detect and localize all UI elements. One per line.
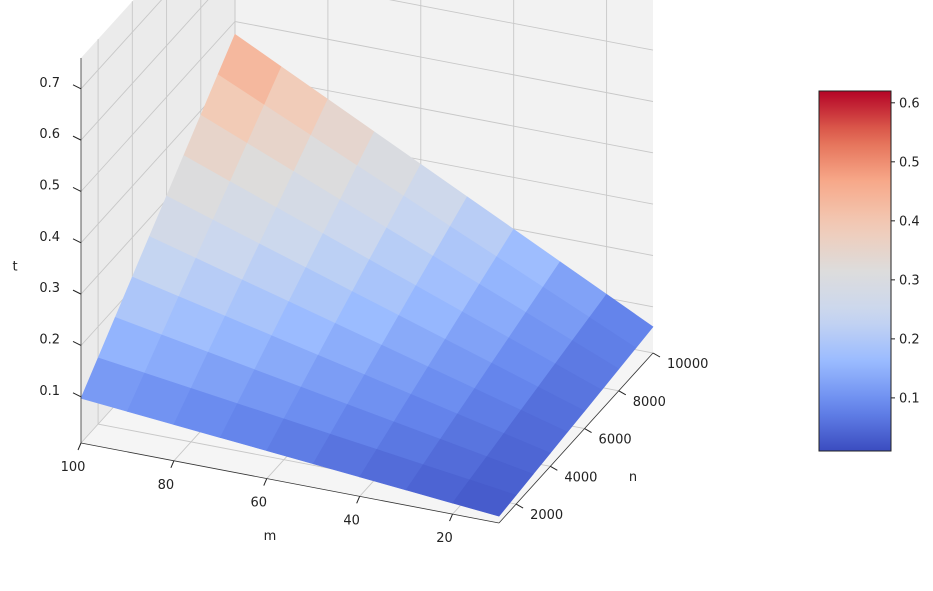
n-tick-label: 2000 bbox=[530, 508, 563, 523]
colorbar-gradient bbox=[818, 90, 892, 452]
t-tick bbox=[72, 238, 82, 244]
m-tick bbox=[449, 513, 454, 522]
t-tick-label: 0.7 bbox=[39, 76, 60, 91]
m-tick bbox=[263, 478, 268, 486]
m-tick bbox=[170, 460, 175, 468]
axes: 2000 4000 6000 8000 10000 n 20 40 60 80 100 m 0.1 0.2… bbox=[12, 58, 708, 546]
colorbar-tick-label: 0.1 bbox=[899, 391, 920, 406]
colorbar-tick-label: 0.6 bbox=[899, 96, 920, 111]
t-tick bbox=[72, 187, 82, 192]
colorbar-tick-label: 0.5 bbox=[899, 155, 920, 170]
m-tick-label: 20 bbox=[436, 531, 453, 546]
n-tick-label: 4000 bbox=[564, 470, 597, 485]
t-tick-label: 0.5 bbox=[39, 178, 60, 193]
t-tick-label: 0.1 bbox=[39, 384, 60, 399]
m-tick-label: 40 bbox=[343, 513, 360, 528]
surface-patch bbox=[452, 479, 517, 517]
n-axis-line bbox=[498, 352, 654, 524]
t-tick-label: 0.2 bbox=[39, 332, 60, 347]
t-tick bbox=[72, 392, 82, 398]
t-tick bbox=[72, 135, 82, 141]
m-tick-label: 60 bbox=[251, 496, 268, 511]
n-tick-label: 8000 bbox=[633, 395, 666, 410]
m-tick-label: 80 bbox=[158, 478, 175, 493]
t-tick bbox=[72, 341, 82, 346]
t-axis-label: t bbox=[12, 260, 17, 275]
t-tick-label: 0.6 bbox=[39, 127, 60, 142]
n-tick bbox=[515, 503, 524, 509]
n-axis-label: n bbox=[629, 470, 637, 485]
n-tick bbox=[550, 465, 558, 471]
m-axis-label: m bbox=[264, 529, 277, 544]
colorbar-tick-label: 0.2 bbox=[899, 332, 920, 347]
t-tick bbox=[72, 289, 82, 295]
m-tick-label: 100 bbox=[61, 460, 86, 475]
m-tick bbox=[77, 442, 82, 451]
m-tick bbox=[356, 496, 361, 504]
n-tick bbox=[618, 390, 627, 396]
t-tick-label: 0.4 bbox=[39, 230, 60, 245]
n-tick-label: 10000 bbox=[667, 357, 708, 372]
surface bbox=[80, 33, 654, 517]
n-tick bbox=[584, 428, 592, 433]
colorbar: 0.1 0.2 0.3 0.4 0.5 0.6 bbox=[818, 90, 920, 452]
m-axis-line bbox=[80, 442, 500, 524]
t-tick-label: 0.3 bbox=[39, 281, 60, 296]
n-tick-label: 6000 bbox=[599, 433, 632, 448]
colorbar-tick-label: 0.3 bbox=[899, 273, 920, 288]
colorbar-tick-label: 0.4 bbox=[899, 214, 920, 229]
n-tick bbox=[652, 352, 661, 358]
t-tick bbox=[72, 84, 82, 90]
